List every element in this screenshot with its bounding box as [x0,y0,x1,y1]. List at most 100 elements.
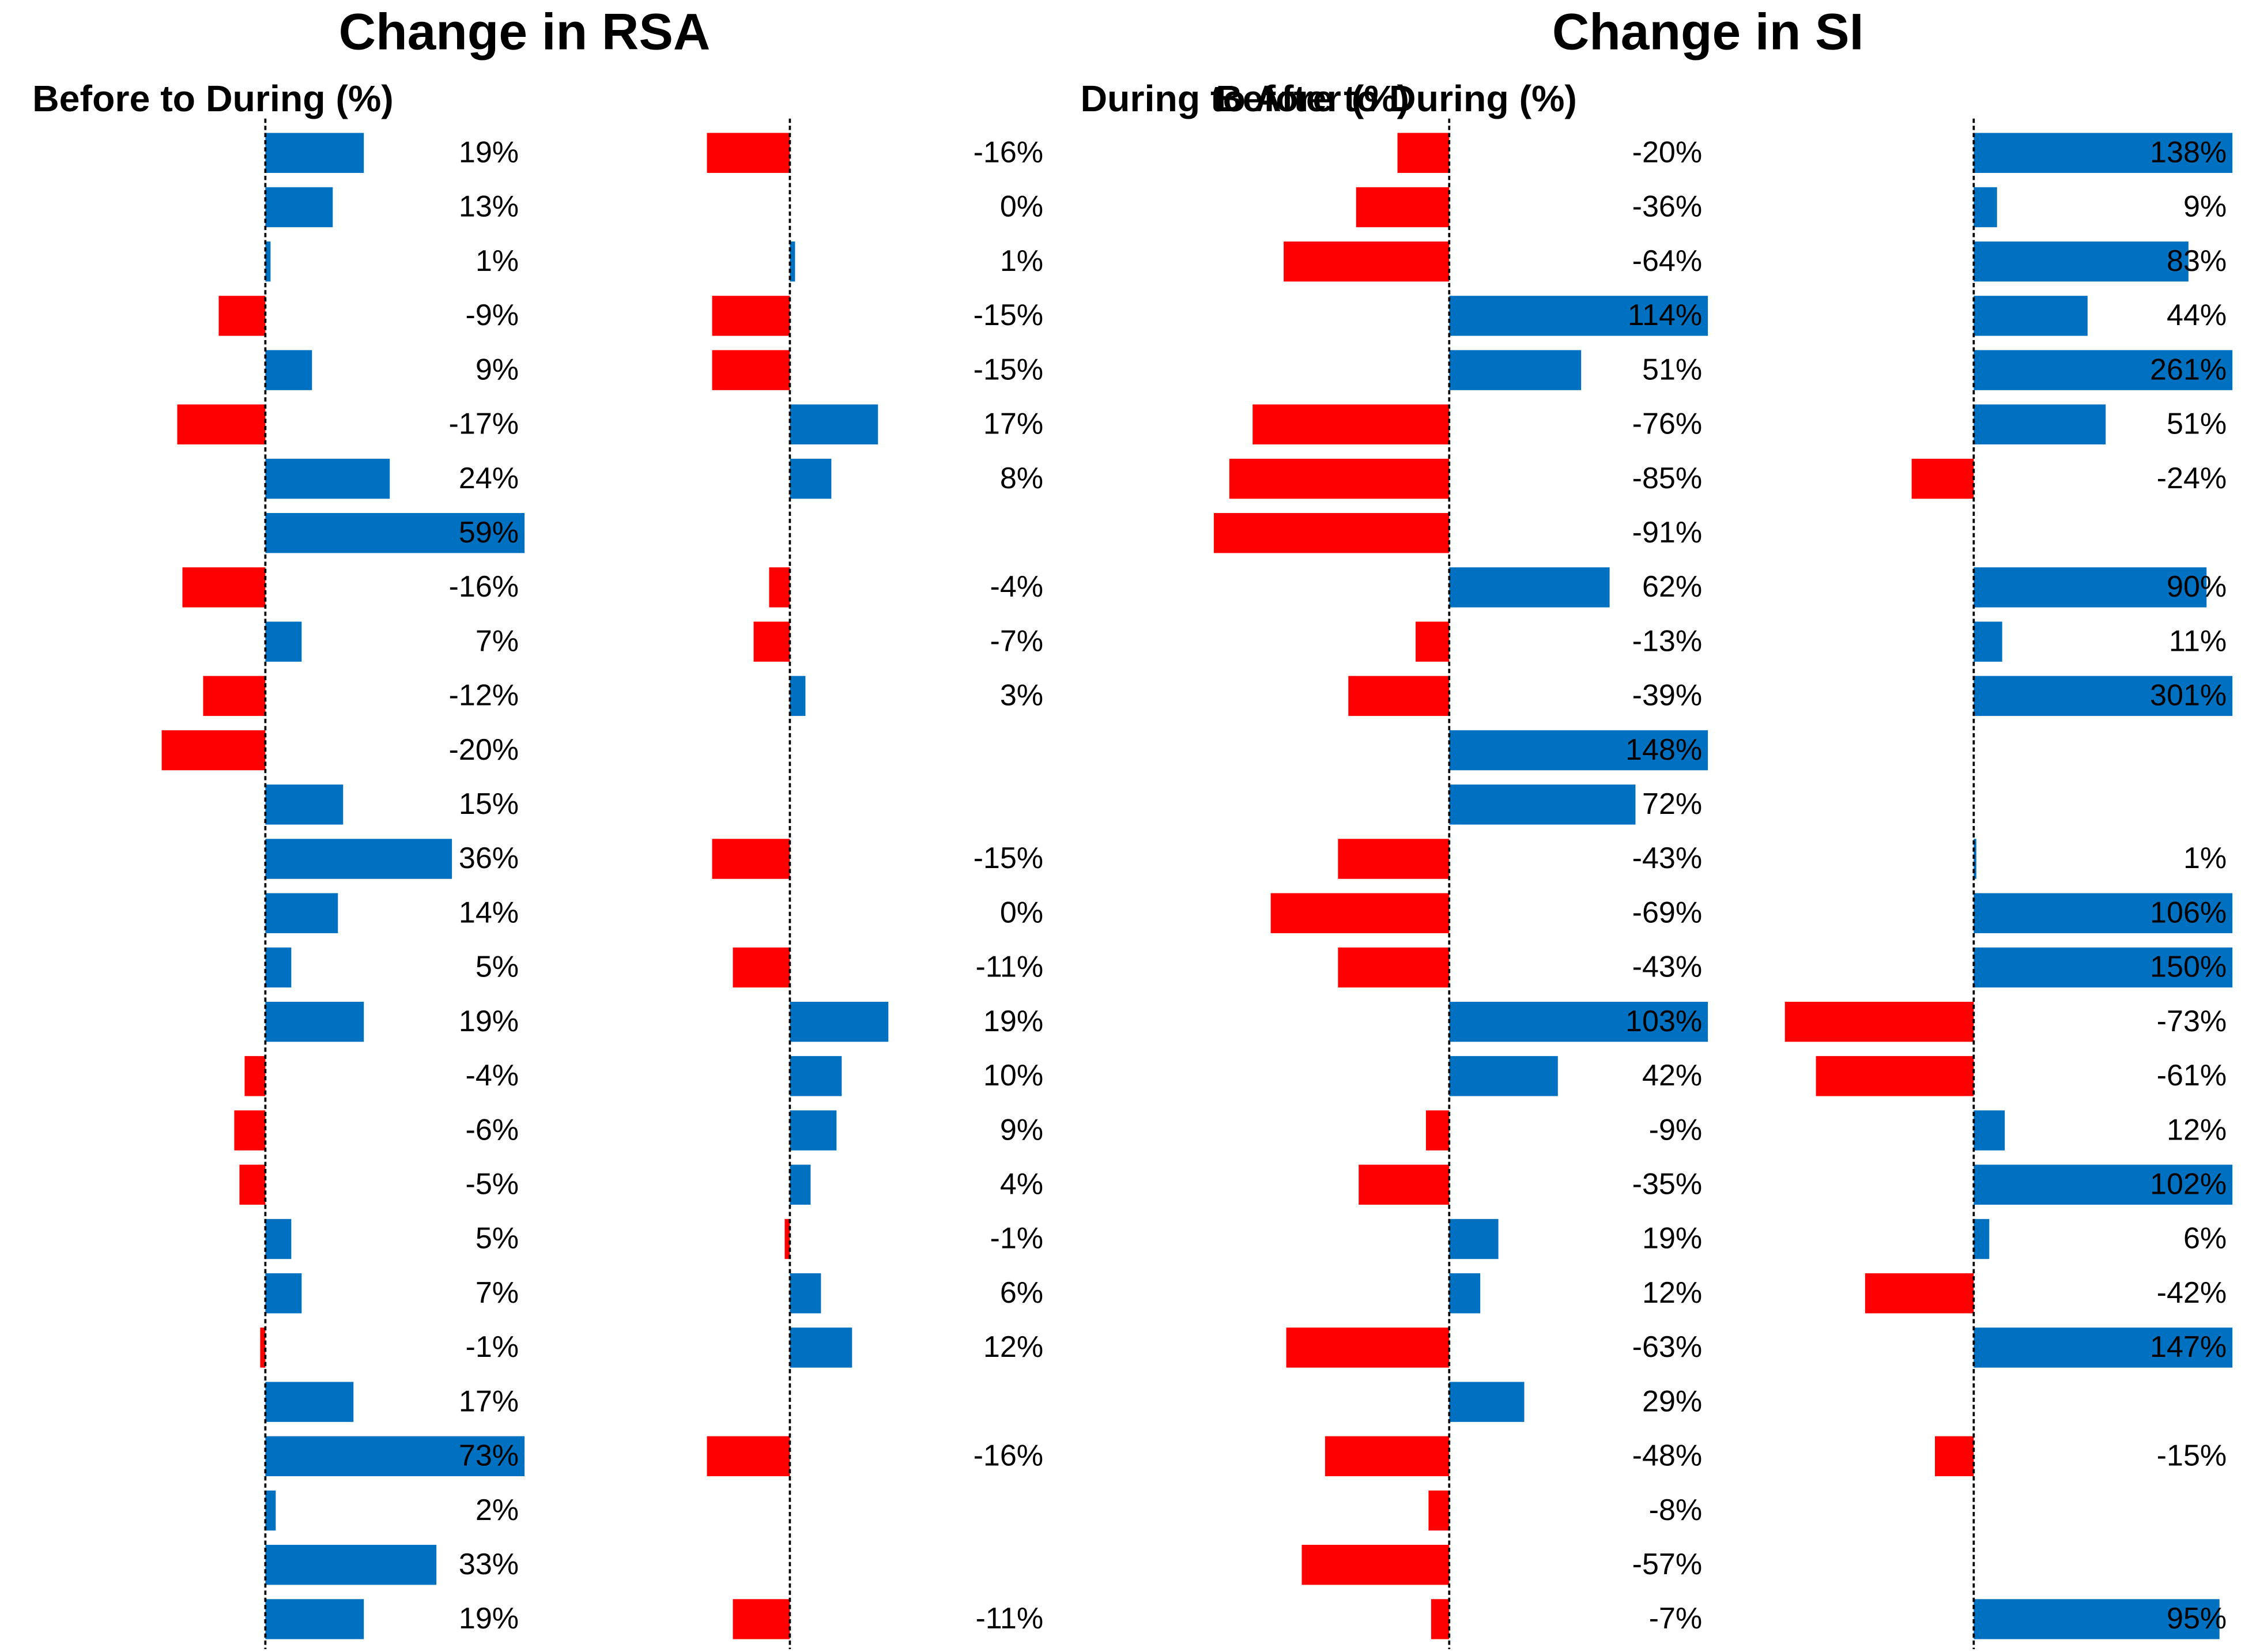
value-label: 15% [459,787,519,821]
value-label: 4% [1000,1168,1043,1201]
value-label: 9% [476,353,519,386]
bar [784,1219,790,1259]
bar [1449,350,1582,390]
value-label: -20% [1632,136,1703,169]
value-label: -15% [974,842,1044,875]
value-label: -4% [990,570,1044,604]
value-label: -42% [2157,1276,2227,1310]
value-label: -1% [990,1222,1044,1255]
value-label: 19% [459,1602,519,1635]
value-label: 114% [1628,299,1702,332]
bar-group [161,133,525,1639]
bar [1338,947,1450,988]
bar [769,567,790,608]
value-label: 36% [459,842,519,875]
value-label: -73% [2157,1005,2227,1038]
value-label: 90% [2167,570,2227,604]
bar [265,1219,292,1259]
value-label: -8% [1649,1493,1703,1527]
value-label: 103% [1625,1005,1702,1038]
bar [1449,784,1636,825]
value-label: -12% [449,679,519,712]
bar [1431,1599,1450,1639]
value-label: 150% [2150,951,2227,984]
bar [265,784,344,825]
value-label: 7% [476,1276,519,1310]
bar [790,1056,842,1096]
bar [265,1599,364,1639]
bar-group [707,133,889,1639]
bar [1974,187,1997,228]
bar [1974,404,2106,445]
value-label: -35% [1632,1168,1703,1201]
value-label: -7% [990,624,1044,658]
bar-group [1213,133,1708,1639]
bar [1428,1490,1450,1531]
value-label: -48% [1632,1439,1703,1473]
value-label: -1% [466,1330,519,1364]
bar [265,241,271,282]
value-label: 2% [476,1493,519,1527]
value-label: -43% [1632,842,1703,875]
value-label: 1% [1000,244,1043,278]
bar [1911,458,1974,499]
bar [1449,730,1708,771]
value-label: 8% [1000,462,1043,495]
bar [1974,893,2233,933]
value-label: 14% [459,896,519,929]
bar [1449,1056,1558,1096]
value-label: 11% [2169,624,2227,658]
bar [1974,133,2233,173]
bar [265,133,364,173]
bar [161,730,266,771]
value-label: 42% [1642,1059,1702,1092]
bar [265,893,338,933]
bar [234,1110,266,1151]
value-label: -13% [1632,624,1703,658]
bar [1397,133,1450,173]
value-label: 29% [1642,1385,1702,1418]
value-label: 0% [1000,896,1043,929]
value-label: -7% [1649,1602,1703,1635]
bar [1974,350,2233,390]
value-label: 12% [983,1330,1043,1364]
value-label: 13% [459,190,519,224]
bar [790,458,832,499]
bar [1252,404,1450,445]
value-label: 19% [983,1005,1043,1038]
value-label: -85% [1632,462,1703,495]
chart-title: Change in SI [1552,3,1864,61]
value-label: -76% [1632,408,1703,441]
value-label: 106% [2150,896,2227,929]
value-label: -5% [466,1168,519,1201]
bar [790,1164,811,1205]
value-label: -91% [1632,516,1703,549]
chart-title: Change in RSA [339,3,711,61]
value-label: 5% [476,951,519,984]
value-label: -17% [449,408,519,441]
bar [1301,1545,1450,1585]
bar [1974,1599,2220,1639]
value-label: -64% [1632,244,1703,278]
value-label: 3% [1000,679,1043,712]
bar [790,676,806,716]
value-label: 62% [1642,570,1702,604]
value-label: 72% [1642,787,1702,821]
value-label: -15% [2157,1439,2227,1473]
value-label: 102% [2150,1168,2227,1201]
bar [1974,839,1976,879]
value-label: 138% [2150,136,2227,169]
bar [790,1273,821,1314]
value-label: 24% [459,462,519,495]
value-label: -24% [2157,462,2227,495]
value-label: -69% [1632,896,1703,929]
value-label: -16% [974,1439,1044,1473]
bar [1284,241,1450,282]
bar [265,350,312,390]
value-label: -20% [449,733,519,767]
value-label: 0% [1000,190,1043,224]
bar [1865,1273,1974,1314]
bar [1974,1110,2005,1151]
bar [1348,676,1450,716]
